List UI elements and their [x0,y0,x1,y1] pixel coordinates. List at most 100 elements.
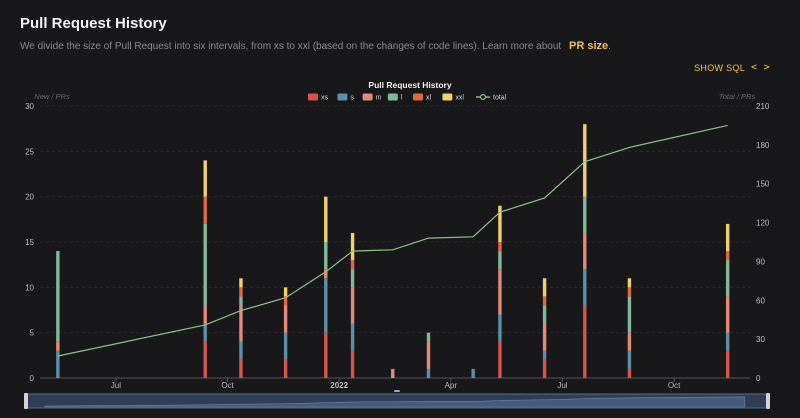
bar-segment-xs [324,332,328,378]
bar-segment-m [350,287,355,324]
y-right-tick-label: 60 [756,296,765,305]
bar-segment-m [56,341,60,351]
bar-segment-m [627,332,632,351]
bar-segment-s [583,269,587,306]
legend[interactable]: xs s m l xl xxl total [308,93,507,102]
bar-segment-xs [542,359,547,378]
bar-segment-xxl [324,196,328,242]
legend-swatch [413,93,423,101]
bar-segment-xs [203,341,207,378]
bar-segment-xxl [203,160,207,197]
zoom-drag-grip [394,390,400,392]
bar-segment-xxl [627,278,632,288]
bar-segment-xl [283,296,288,306]
x-tick-label: Apr [445,381,458,390]
bar-segment-xxl [283,287,288,297]
bar-segment-m [542,323,547,351]
bar-segment-s [498,314,502,342]
grid-lines [40,105,750,379]
x-tick-label: Oct [221,381,234,390]
bar-segment-l [203,223,207,306]
bar-segment-l [350,269,355,288]
y-left-tick-label: 15 [25,238,34,247]
bar-segment-xs [350,350,355,378]
bar-segment-m [426,341,431,369]
bar-segment-m [203,305,207,324]
y-right-tick-label: 120 [756,219,770,228]
bar-segment-xs [283,359,288,378]
bar-segment-s [350,323,355,351]
legend-item-xxl[interactable]: xxl [442,93,464,102]
bar-segment-s [324,278,328,333]
y-left-tick-label: 10 [25,283,34,292]
bar-segment-xxl [583,124,587,197]
bar-segment-xl [627,287,632,297]
bar-segment-l [239,296,243,306]
page-description: We divide the size of Pull Request into … [20,40,611,52]
zoom-slider[interactable] [24,390,770,409]
x-tick-label: Jul [111,381,121,390]
stacked-bars [56,124,730,378]
bar-segment-m [583,232,587,270]
y-right-tick-label: 210 [756,102,770,111]
bar-segment-xl [498,242,502,252]
legend-swatch [442,93,453,101]
y-right-tick-label: 180 [756,141,770,150]
bar-segment-s [542,350,547,360]
bar-segment-m [391,368,395,378]
chart-title: Pull Request History [368,80,451,90]
x-tick-label: Oct [668,381,681,390]
bar-segment-m [725,296,730,333]
legend-item-total[interactable]: total [476,93,507,102]
x-tick-label: 2022 [330,381,348,390]
legend-item-xl[interactable]: xl [413,93,432,102]
bar-segment-m [498,269,502,315]
left-axis-name: New / PRs [34,92,70,101]
zoom-slider-preview [44,396,745,408]
description-period: . [608,41,611,52]
bar-segment-l [583,196,587,233]
y-right-tick-label: 150 [756,180,770,189]
show-sql-button[interactable]: SHOW SQL < > [694,62,770,73]
bar-segment-xxl [498,205,502,242]
legend-item-s[interactable]: s [337,93,354,102]
legend-swatch [308,93,318,101]
y-left-tick-label: 0 [30,374,35,383]
total-line [57,124,728,357]
bar-segment-xs [239,359,243,378]
zoom-handle-left[interactable] [24,393,28,409]
x-tick-label: Jul [557,381,567,390]
legend-item-m[interactable]: m [362,93,382,102]
right-axis-name: Total / PRs [719,92,756,101]
bar-segment-xxl [542,278,547,297]
bar-segment-l [627,296,632,333]
zoom-handle-right[interactable] [766,393,770,409]
bar-segment-xs [725,350,730,378]
pr-size-link[interactable]: PR size [569,40,609,52]
bar-segment-xxl [239,278,243,288]
bar-segment-s [627,350,632,369]
description-text: We divide the size of Pull Request into … [20,41,562,52]
bar-segment-xs [627,368,632,378]
y-left-tick-label: 25 [25,147,34,156]
bar-segment-xxl [725,223,730,252]
bar-segment-l [324,242,328,270]
bar-segment-s [725,332,730,351]
legend-label: xs [321,95,329,102]
bar-segment-xl [542,296,547,306]
code-brackets-icon: < > [751,62,770,73]
legend-label: l [401,95,403,102]
bar-segment-xs [498,341,502,378]
y-right-tick-label: 30 [756,335,765,344]
bar-segment-s [283,332,288,360]
legend-item-l[interactable]: l [387,93,403,102]
legend-label: m [376,95,382,102]
legend-label: xxl [455,95,464,102]
legend-swatch [337,93,348,101]
bar-segment-s [203,323,207,342]
page-title: Pull Request History [20,15,167,32]
legend-item-xs[interactable]: xs [308,93,329,102]
bar-segment-xl [239,287,243,297]
axes: 0 5 10 15 20 25 30 0 30 60 90 120 150 180 210 Jul Oct 202… [25,102,770,390]
